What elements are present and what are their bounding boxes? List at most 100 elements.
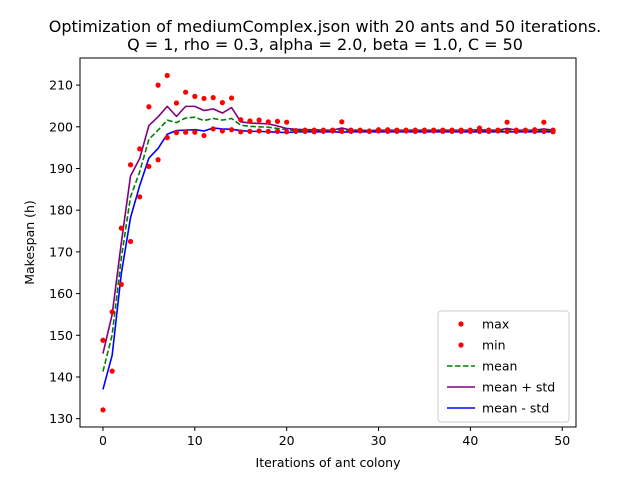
legend-item: max [458,317,509,332]
y-tick-label: 170 [49,244,73,259]
point-min [183,129,189,135]
point-min [467,128,473,134]
y-tick-label: 190 [49,161,73,176]
point-min [274,128,281,134]
point-min [550,129,556,135]
point-max [146,104,152,110]
point-min [118,281,124,288]
point-min [522,128,529,134]
legend-label: mean - std [482,401,549,416]
x-tick-label: 20 [279,433,295,448]
point-min [210,126,216,132]
point-min [412,128,418,134]
point-min [137,194,143,200]
legend-label: max [482,317,509,332]
point-min [201,132,207,139]
point-max [247,118,253,124]
y-tick-label: 210 [49,78,73,93]
point-min [486,128,492,134]
point-max [100,337,106,343]
point-min [421,128,428,134]
point-max [504,119,510,125]
point-max [137,146,143,152]
point-max [183,89,189,95]
point-max [118,225,124,231]
point-min [284,129,290,135]
y-axis-label: Makespan (h) [22,200,37,285]
point-min [431,128,437,134]
point-min [532,128,538,134]
legend-label: mean + std [482,380,555,395]
plot-area [100,72,556,413]
series-max-points [100,72,556,343]
point-min [265,128,271,134]
point-min [385,128,391,134]
y-tick-label: 130 [49,411,73,426]
point-min [293,128,299,134]
legend-label: mean [482,359,517,374]
chart-title: Optimization of mediumComplex.json with … [49,17,602,36]
point-min [329,128,336,134]
point-min [247,128,253,134]
point-max [210,95,216,101]
point-max [127,162,134,168]
point-min [476,128,483,134]
x-tick-label: 50 [554,433,570,448]
point-max [265,119,271,125]
point-min [449,128,455,134]
point-max [228,95,235,101]
point-max [274,118,281,124]
point-max [201,95,207,102]
point-min [173,130,180,136]
y-tick-label: 180 [49,203,73,218]
y-axis: 130 140 150 160 170 180 190 200 210 [49,78,80,426]
point-min [238,129,244,135]
point-min [440,128,446,134]
point-min [127,238,134,245]
point-min [302,128,308,134]
legend-label: min [482,338,506,353]
point-max [109,309,115,315]
legend-marker [458,321,464,327]
point-min [339,128,345,134]
point-min [394,128,400,134]
y-tick-label: 160 [49,286,73,301]
point-min [375,128,382,134]
point-max [219,100,225,106]
point-min [164,135,170,141]
point-max [192,93,198,99]
x-axis: 0 10 20 30 40 50 [99,427,570,448]
point-min [146,163,152,170]
y-tick-label: 200 [49,119,73,134]
point-max [284,119,290,125]
y-tick-label: 140 [49,369,73,384]
axes-frame [79,57,577,428]
legend: max min mean mean + std mean - std [437,310,570,423]
series-min-points [100,126,556,413]
point-min [357,128,363,134]
x-tick-label: 10 [187,433,203,448]
point-min [155,157,161,163]
legend-item: mean + std [447,380,555,395]
legend-item: mean - std [447,401,549,416]
point-min [219,128,225,134]
x-axis-label: Iterations of ant colony [256,455,402,470]
point-max [155,82,161,88]
point-min [458,128,464,134]
point-min [320,128,327,134]
x-tick-label: 0 [99,433,107,448]
point-max [173,100,180,106]
point-min [348,128,354,134]
point-min [513,128,519,134]
point-max [164,72,170,79]
legend-item: mean [447,359,517,374]
point-min [109,368,115,374]
point-min [256,128,262,134]
point-min [311,129,317,135]
point-max [541,119,547,125]
legend-box [437,310,570,423]
point-min [100,407,106,413]
point-min [541,128,547,134]
x-tick-label: 30 [371,433,387,448]
